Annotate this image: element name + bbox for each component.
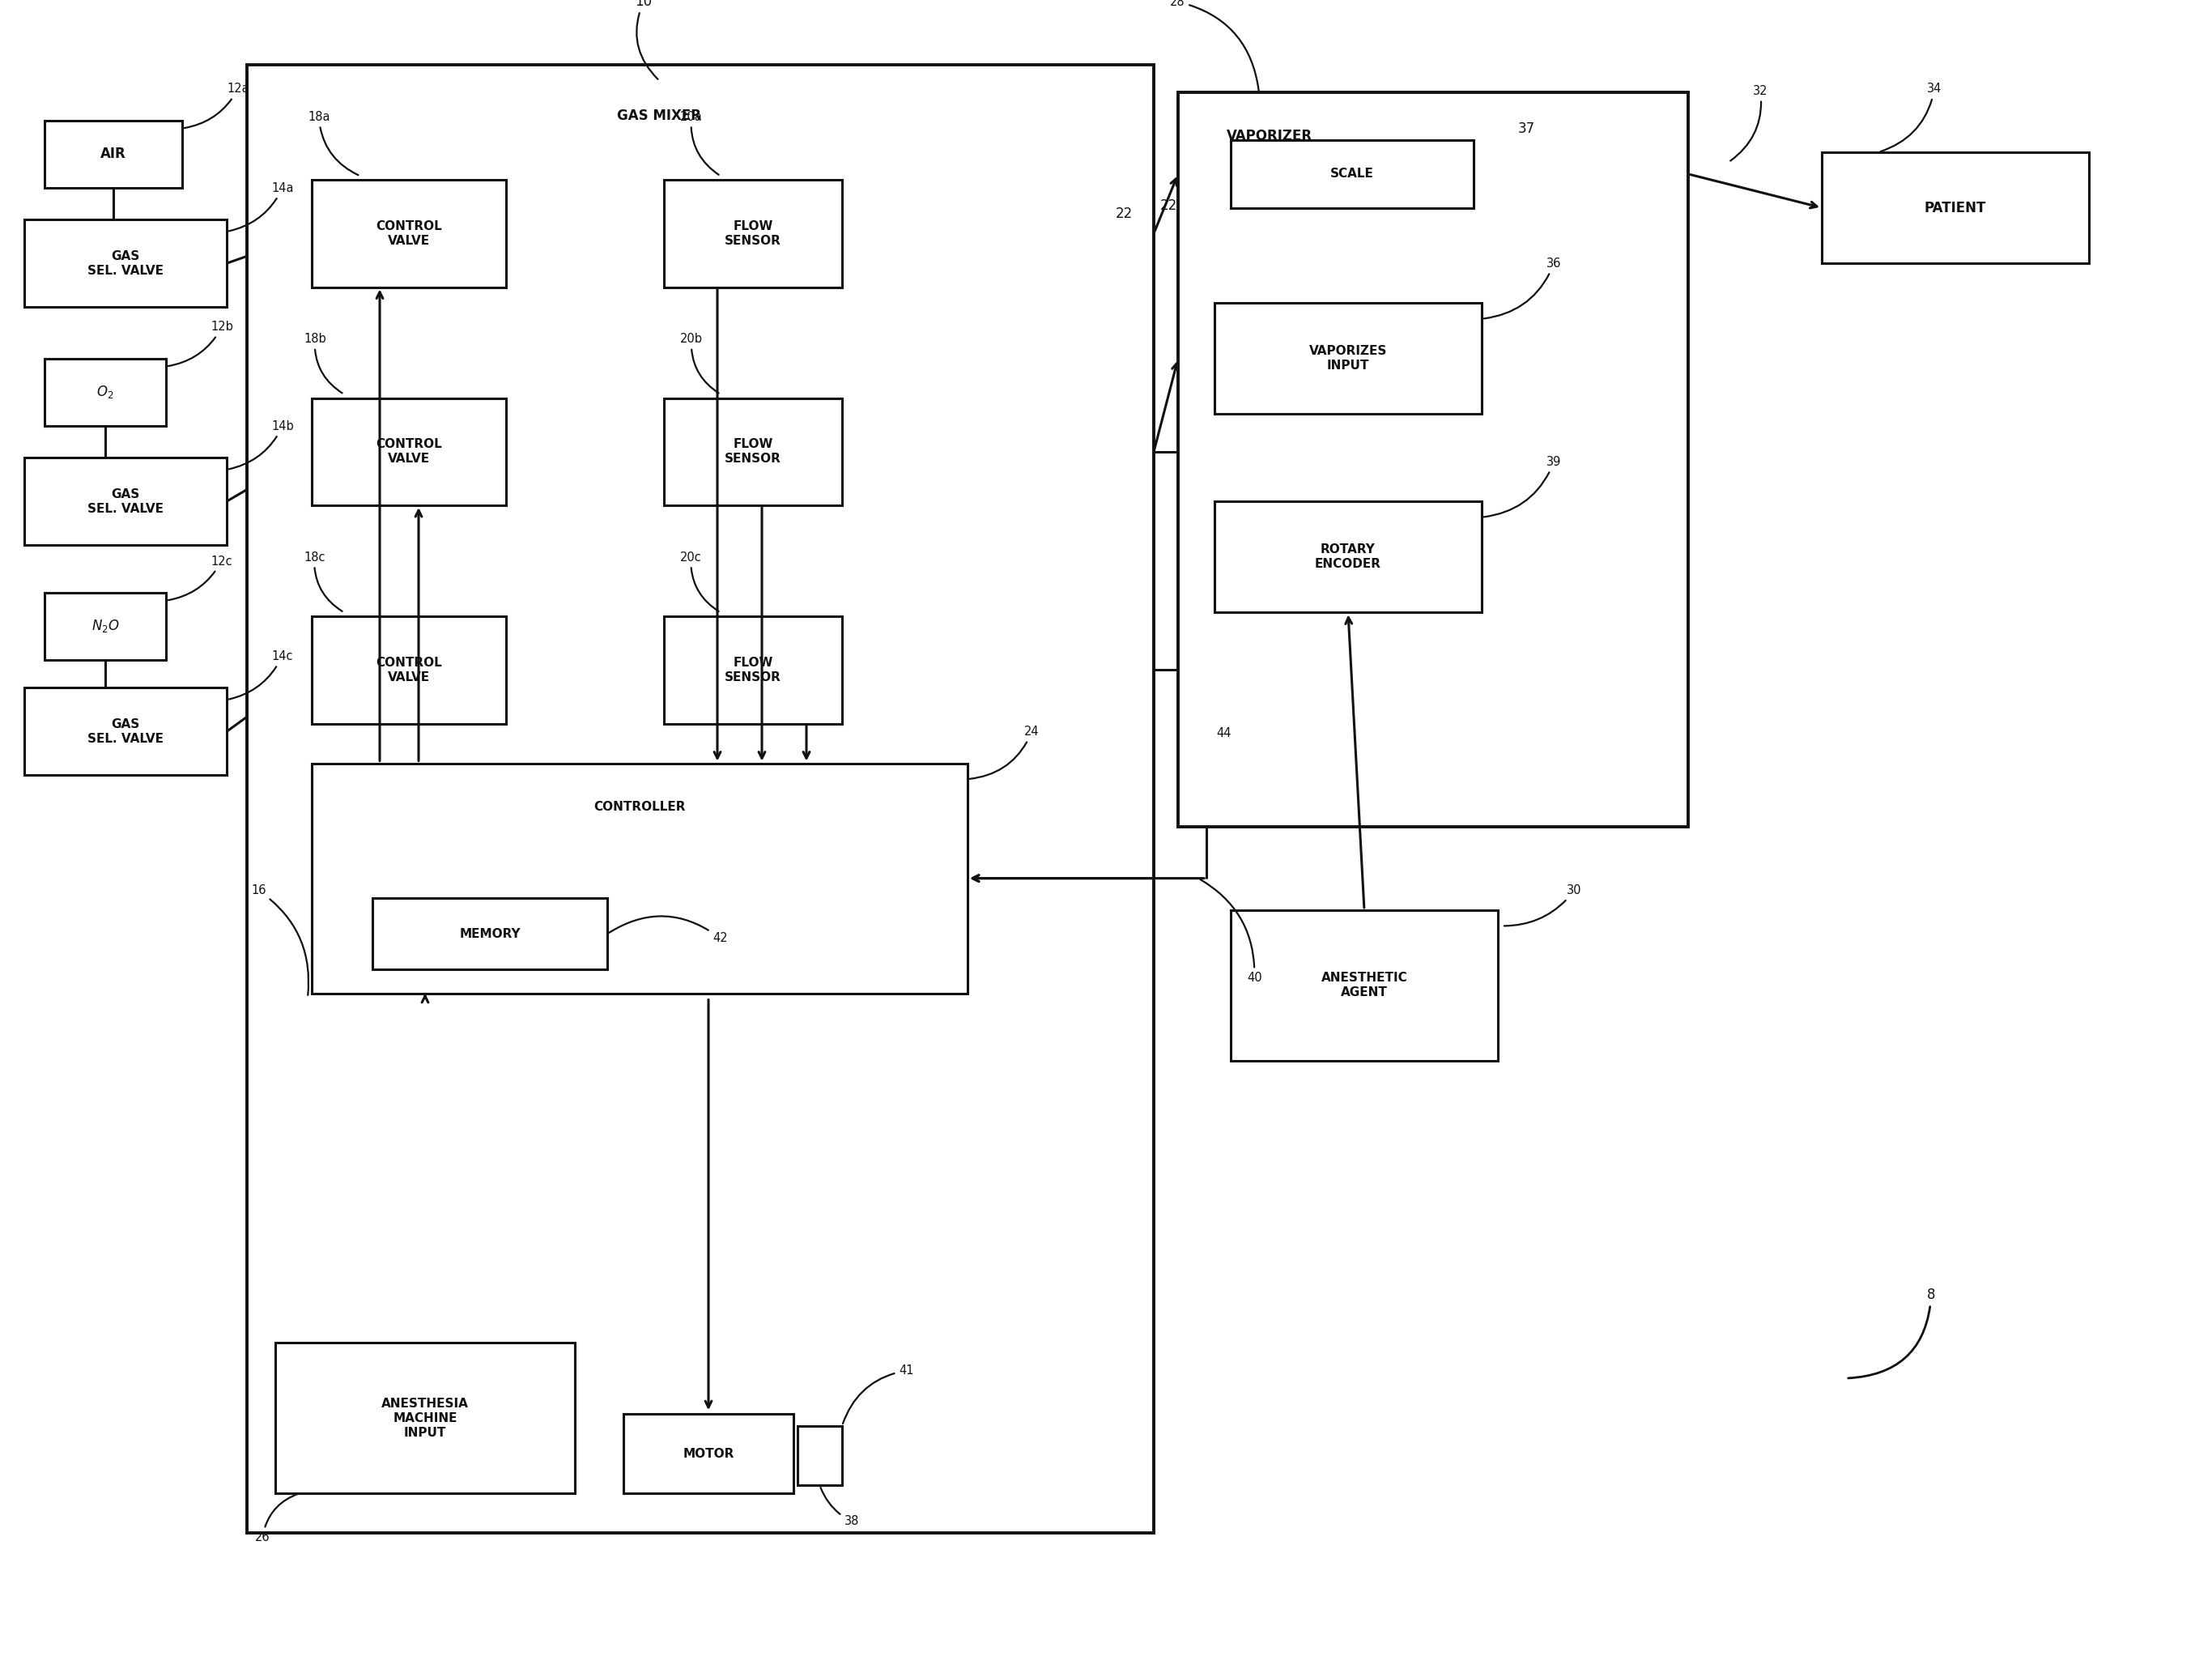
Text: 12a: 12a [184,83,250,128]
Text: 39: 39 [1484,455,1562,517]
Text: 18a: 18a [307,111,358,176]
Text: FLOW
SENSOR: FLOW SENSOR [726,220,781,247]
Text: 20a: 20a [679,111,719,176]
Text: CONTROL
VALVE: CONTROL VALVE [376,657,442,684]
Text: GAS
SEL. VALVE: GAS SEL. VALVE [88,719,164,745]
FancyBboxPatch shape [44,593,166,661]
Text: 20b: 20b [679,333,719,392]
Text: 44: 44 [1217,727,1232,740]
Text: 20c: 20c [679,551,719,611]
Text: 37: 37 [1517,121,1535,136]
Text: 28: 28 [1170,0,1259,91]
Text: MEMORY: MEMORY [460,927,520,941]
FancyBboxPatch shape [24,687,226,775]
Text: 40: 40 [1201,879,1263,984]
Text: 34: 34 [1880,83,1942,151]
Text: 8: 8 [1849,1288,1936,1378]
Text: ROTARY
ENCODER: ROTARY ENCODER [1314,543,1380,570]
FancyBboxPatch shape [624,1414,794,1494]
Text: MOTOR: MOTOR [684,1447,734,1459]
Text: PATIENT: PATIENT [1924,200,1986,215]
Text: $N_2O$: $N_2O$ [91,618,119,634]
Text: GAS
SEL. VALVE: GAS SEL. VALVE [88,250,164,277]
Text: 12c: 12c [168,555,232,599]
Text: 22: 22 [1115,207,1133,220]
Text: GAS MIXER: GAS MIXER [617,109,701,123]
Text: 22: 22 [1161,199,1177,214]
FancyBboxPatch shape [1823,152,2088,263]
Text: AIR: AIR [100,147,126,162]
Text: GAS
SEL. VALVE: GAS SEL. VALVE [88,489,164,515]
FancyBboxPatch shape [1214,502,1482,613]
Text: $O_2$: $O_2$ [97,384,113,401]
Text: 36: 36 [1484,258,1562,318]
Text: SCALE: SCALE [1329,167,1374,181]
FancyBboxPatch shape [1230,911,1498,1061]
FancyBboxPatch shape [24,220,226,306]
Text: 18b: 18b [303,333,343,392]
FancyBboxPatch shape [664,397,843,505]
Text: 32: 32 [1730,84,1767,161]
Text: VAPORIZES
INPUT: VAPORIZES INPUT [1310,344,1387,373]
FancyBboxPatch shape [24,457,226,545]
FancyBboxPatch shape [312,397,507,505]
Text: CONTROLLER: CONTROLLER [593,802,686,813]
Text: 38: 38 [821,1487,858,1527]
Text: 18c: 18c [303,551,343,611]
Text: 14c: 14c [228,651,292,699]
Text: CONTROL
VALVE: CONTROL VALVE [376,439,442,465]
Text: 14a: 14a [228,182,294,232]
Text: ANESTHETIC
AGENT: ANESTHETIC AGENT [1321,972,1407,999]
Text: 26: 26 [254,1494,296,1543]
FancyBboxPatch shape [1179,93,1688,826]
Text: 24: 24 [969,725,1040,778]
Text: ANESTHESIA
MACHINE
INPUT: ANESTHESIA MACHINE INPUT [380,1398,469,1439]
FancyBboxPatch shape [248,65,1155,1533]
FancyBboxPatch shape [312,616,507,724]
Text: CONTROL
VALVE: CONTROL VALVE [376,220,442,247]
FancyBboxPatch shape [44,358,166,426]
FancyBboxPatch shape [664,616,843,724]
Text: 14b: 14b [228,421,294,469]
FancyBboxPatch shape [799,1426,843,1485]
Text: FLOW
SENSOR: FLOW SENSOR [726,439,781,465]
FancyBboxPatch shape [312,181,507,286]
Text: 41: 41 [843,1365,914,1424]
Text: 12b: 12b [168,321,232,366]
FancyBboxPatch shape [1230,141,1473,207]
FancyBboxPatch shape [274,1343,575,1494]
FancyBboxPatch shape [372,898,608,969]
FancyBboxPatch shape [312,763,967,994]
Text: VAPORIZER: VAPORIZER [1228,129,1312,142]
Text: 30: 30 [1504,884,1582,926]
FancyBboxPatch shape [1214,303,1482,414]
Text: FLOW
SENSOR: FLOW SENSOR [726,657,781,684]
Text: 42: 42 [608,916,728,944]
Text: 10: 10 [635,0,657,79]
FancyBboxPatch shape [44,121,181,187]
FancyBboxPatch shape [664,181,843,286]
Text: 16: 16 [250,884,307,995]
